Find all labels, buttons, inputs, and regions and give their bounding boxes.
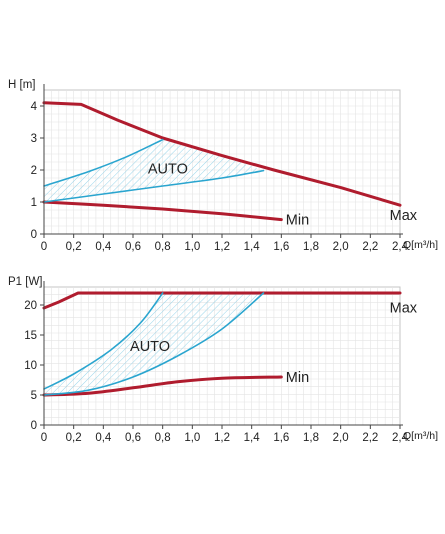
x-axis-label: Q[m³/h] xyxy=(403,430,438,442)
y-axis-label: P1 [W] xyxy=(8,276,43,288)
x-axis-label: Q[m³/h] xyxy=(403,239,438,251)
x-tick-label: 0,4 xyxy=(95,432,112,444)
x-tick-label: 0 xyxy=(41,241,47,253)
y-tick-label: 0 xyxy=(31,229,37,241)
x-tick-label: 1,4 xyxy=(244,432,261,444)
curve-min xyxy=(42,375,283,397)
auto-region-hatch xyxy=(44,139,264,202)
x-tick-label: 2,2 xyxy=(362,241,378,253)
x-tick-label: 2,2 xyxy=(362,432,378,444)
x-tick-label: 2,4 xyxy=(392,241,409,253)
y-tick-label: 0 xyxy=(31,420,37,432)
annotation-auto: AUTO xyxy=(148,161,188,177)
annotation-auto: AUTO xyxy=(130,339,170,355)
auto-curve-1 xyxy=(43,138,164,187)
auto-curve-2 xyxy=(43,292,265,396)
x-tick-label: 0,6 xyxy=(125,432,141,444)
x-tick-label: 0,6 xyxy=(125,241,141,253)
annotation-max: Max xyxy=(390,208,418,224)
y-tick-label: 10 xyxy=(24,360,37,372)
x-tick-label: 1,8 xyxy=(303,241,319,253)
auto-region-hatch xyxy=(44,293,264,395)
x-tick-label: 0,8 xyxy=(155,241,171,253)
auto-curve-2 xyxy=(43,169,265,203)
x-tick-label: 1,6 xyxy=(273,432,289,444)
y-tick-label: 1 xyxy=(31,197,37,209)
x-tick-label: 1,2 xyxy=(214,432,230,444)
y-tick-label: 4 xyxy=(31,101,38,113)
x-tick-label: 1,6 xyxy=(273,241,289,253)
x-tick-label: 0,8 xyxy=(155,432,171,444)
annotation-min: Min xyxy=(286,213,309,229)
x-tick-label: 1,2 xyxy=(214,241,230,253)
auto-curve-1 xyxy=(43,292,164,390)
y-tick-label: 2 xyxy=(31,165,37,177)
x-tick-label: 2,4 xyxy=(392,432,409,444)
x-tick-label: 1,4 xyxy=(244,241,261,253)
y-tick-label: 3 xyxy=(31,133,37,145)
x-tick-label: 0,2 xyxy=(66,432,82,444)
x-tick-label: 2,0 xyxy=(333,432,349,444)
annotation-min: Min xyxy=(286,370,309,386)
x-tick-label: 1,0 xyxy=(184,241,200,253)
y-tick-label: 5 xyxy=(31,390,37,402)
x-tick-label: 1,0 xyxy=(184,432,200,444)
curve-max xyxy=(42,101,402,207)
chart-panel-2: 0 0,2 0,4 0,6 0,8 1,0 1,2 1,4 1,6 1,8 2,0 2,2 2,4 0 5 1… xyxy=(8,276,438,444)
y-tick-label: 20 xyxy=(24,300,37,312)
x-tick-label: 0,4 xyxy=(95,241,112,253)
curve-max xyxy=(42,291,402,310)
y-tick-label: 15 xyxy=(24,330,37,342)
x-tick-label: 2,0 xyxy=(333,241,349,253)
curve-min xyxy=(42,200,283,222)
chart-panel-1: 0 0,2 0,4 0,6 0,8 1,0 1,2 1,4 1,6 1,8 2,0 2,2 2,4 0 1 2… xyxy=(8,79,438,253)
y-axis-label: H [m] xyxy=(8,79,35,91)
x-tick-label: 1,8 xyxy=(303,432,319,444)
annotation-max: Max xyxy=(390,300,418,316)
x-tick-label: 0,2 xyxy=(66,241,82,253)
x-tick-label: 0 xyxy=(41,432,47,444)
